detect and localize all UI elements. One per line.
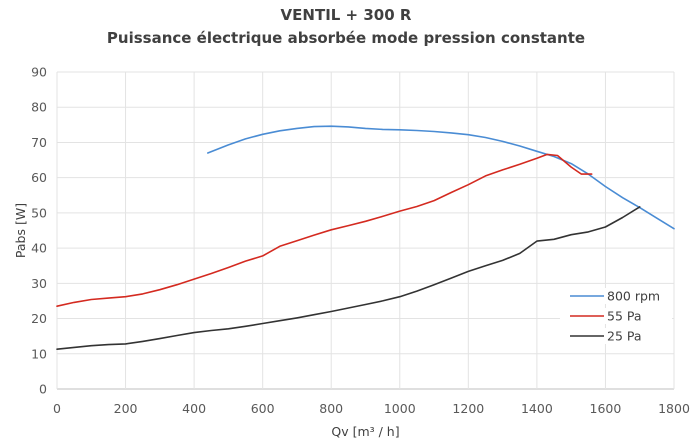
legend-label: 800 rpm bbox=[607, 289, 660, 304]
x-tick-label: 800 bbox=[319, 401, 343, 416]
chart-title: VENTIL + 300 R bbox=[280, 6, 412, 24]
series-lines bbox=[56, 125, 675, 351]
y-tick-label: 80 bbox=[31, 100, 47, 115]
x-axis-ticks: 0 200 400 600 800 1000 1200 1400 1600 1800 bbox=[53, 401, 690, 416]
series-line-1 bbox=[207, 125, 675, 230]
legend-label: 25 Pa bbox=[607, 329, 642, 344]
series-line-3 bbox=[56, 206, 641, 351]
x-tick-label: 0 bbox=[53, 401, 61, 416]
gridlines bbox=[56, 71, 675, 390]
y-tick-label: 70 bbox=[31, 135, 47, 150]
x-tick-label: 1600 bbox=[590, 401, 622, 416]
x-tick-label: 1800 bbox=[658, 401, 690, 416]
y-tick-label: 10 bbox=[31, 346, 47, 361]
chart-subtitle: Puissance électrique absorbée mode press… bbox=[106, 29, 586, 47]
y-tick-label: 0 bbox=[39, 382, 47, 397]
x-tick-label: 1000 bbox=[384, 401, 416, 416]
series-line-2 bbox=[56, 153, 593, 308]
y-tick-label: 60 bbox=[31, 170, 47, 185]
y-axis-label: Pabs [W] bbox=[13, 203, 28, 258]
y-tick-label: 50 bbox=[31, 205, 47, 220]
y-tick-label: 30 bbox=[31, 276, 47, 291]
y-tick-label: 90 bbox=[31, 65, 47, 80]
legend-bg bbox=[560, 328, 672, 344]
x-tick-label: 400 bbox=[182, 401, 206, 416]
y-axis-ticks: 0 10 20 30 40 50 60 70 80 90 bbox=[31, 65, 47, 397]
legend: 800 rpm 55 Pa 25 Pa bbox=[560, 288, 672, 344]
x-axis-label: Qv [m³ / h] bbox=[331, 424, 399, 439]
x-tick-label: 200 bbox=[114, 401, 138, 416]
y-tick-label: 40 bbox=[31, 241, 47, 256]
legend-bg bbox=[560, 308, 672, 324]
x-tick-label: 600 bbox=[251, 401, 275, 416]
legend-label: 55 Pa bbox=[607, 309, 642, 324]
y-tick-label: 20 bbox=[31, 311, 47, 326]
x-tick-label: 1200 bbox=[452, 401, 484, 416]
legend-bg bbox=[560, 288, 672, 304]
x-tick-label: 1400 bbox=[521, 401, 553, 416]
